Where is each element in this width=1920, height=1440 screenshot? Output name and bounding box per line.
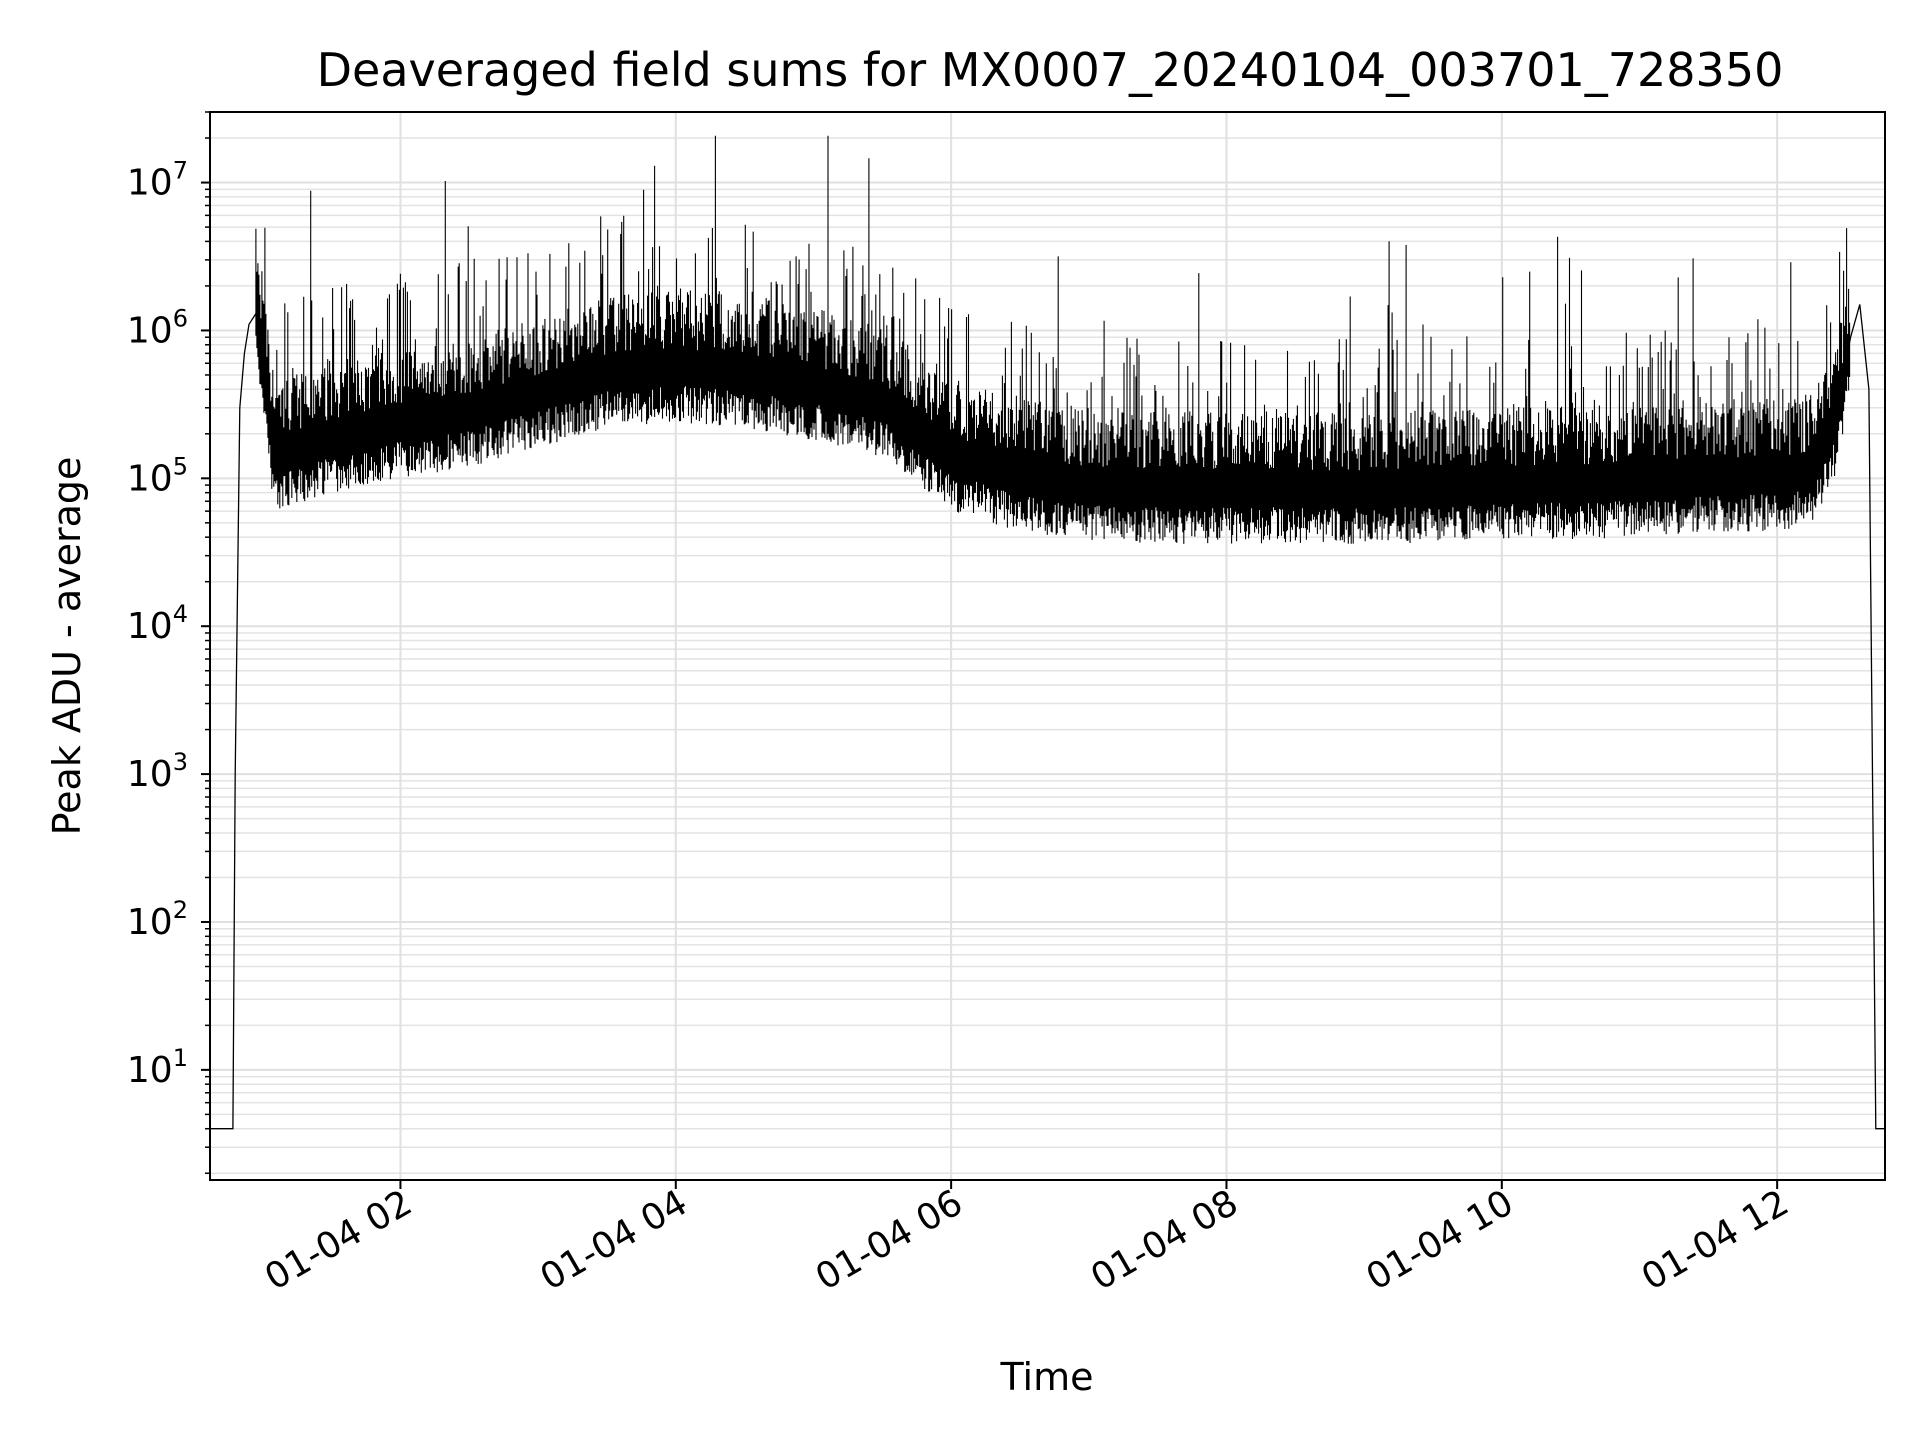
x-axis-label: Time — [1000, 1355, 1094, 1399]
y-axis-label: Peak ADU - average — [45, 457, 89, 836]
chart-title: Deaveraged field sums for MX0007_2024010… — [317, 43, 1784, 97]
series-line — [210, 304, 1885, 1130]
plot-frame — [209, 111, 1886, 1181]
